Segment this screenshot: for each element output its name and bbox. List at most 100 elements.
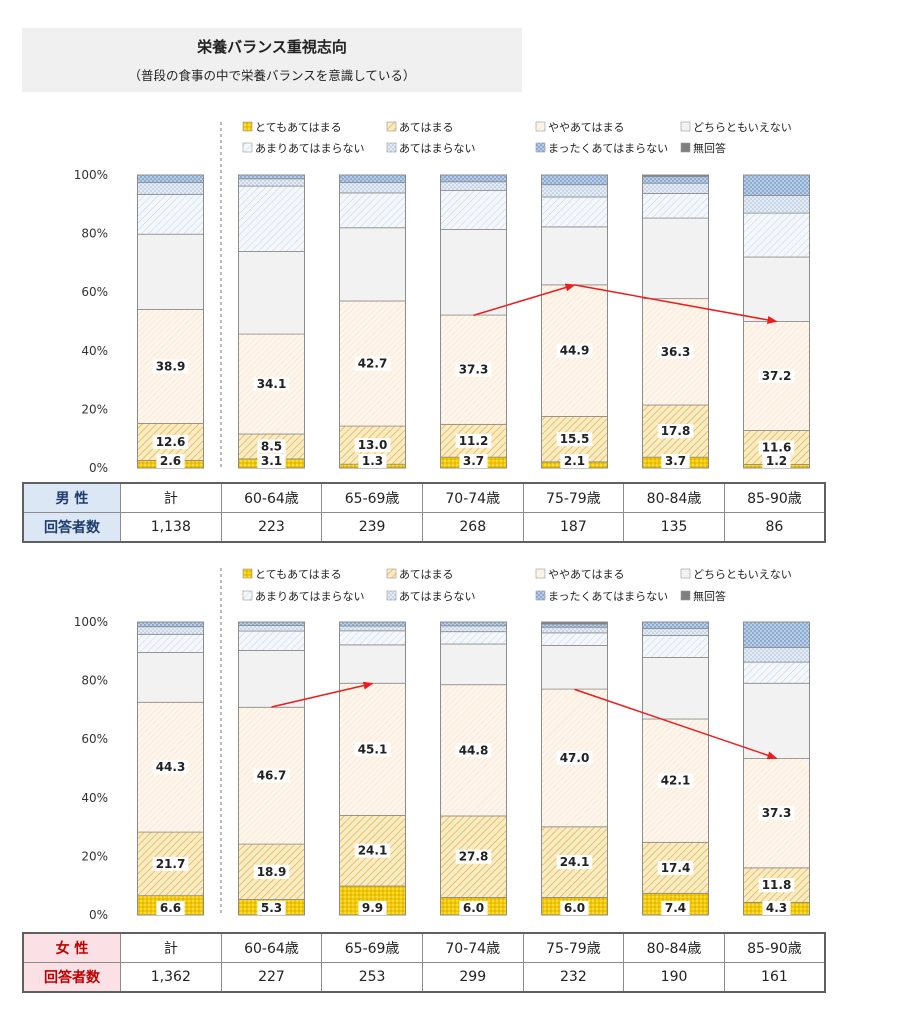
chart-subtitle: （普段の食事の中で栄養バランスを意識している）: [128, 68, 416, 83]
legend-label: ややあてはまる: [548, 568, 625, 581]
bar-segment: [743, 621, 810, 648]
bar-segment: [743, 174, 810, 196]
bar-segment: [339, 182, 406, 194]
data-label-bg: [358, 901, 387, 915]
respondent-count: 223: [220, 512, 323, 543]
data-label: 17.4: [661, 861, 691, 875]
data-label-bg: [455, 849, 492, 864]
data-label-bg: [354, 843, 391, 858]
bar-segment: [137, 182, 204, 195]
y-tick-label: 0%: [89, 908, 108, 922]
data-label: 12.6: [156, 435, 186, 449]
bar-segment: [642, 193, 709, 219]
bar-segment: [541, 184, 608, 198]
data-label: 6.6: [160, 901, 181, 915]
category-label: 65-69歳: [321, 482, 423, 513]
data-label: 24.1: [560, 855, 590, 869]
data-label: 6.0: [564, 901, 585, 915]
legend-label: 無回答: [693, 589, 726, 603]
data-label: 34.1: [257, 377, 287, 391]
category-label: 85-90歳: [723, 932, 826, 963]
y-tick-label: 100%: [74, 615, 108, 629]
bar-segment: [339, 625, 406, 632]
data-label: 44.9: [560, 344, 590, 358]
legend-swatch: [535, 121, 546, 132]
men-category-table: 男 性 計 60-64歳 65-69歳 70-74歳 75-79歳 80-84歳…: [22, 482, 826, 543]
bar-segment: [743, 682, 810, 759]
data-label-bg: [152, 856, 189, 871]
category-label: 80-84歳: [623, 482, 725, 513]
respondent-count: 268: [421, 512, 524, 543]
legend-label: あてはまらない: [399, 142, 476, 155]
legend-swatch: [386, 590, 397, 601]
bar-segment: [440, 181, 507, 191]
bar-segment: [137, 621, 204, 628]
data-label: 27.8: [459, 850, 489, 864]
bar-segment: [642, 657, 709, 720]
data-label: 2.6: [160, 454, 181, 468]
respondent-count: 135: [623, 512, 725, 543]
y-tick-label: 0%: [89, 461, 108, 475]
legend-swatch: [680, 590, 691, 601]
bar-segment: [238, 630, 305, 651]
bar-segment: [541, 626, 608, 634]
data-label-bg: [455, 362, 492, 377]
data-label-bg: [758, 440, 795, 455]
data-label-bg: [257, 454, 286, 468]
data-label: 38.9: [156, 359, 186, 373]
bar-segment: [743, 647, 810, 663]
bar-segment: [743, 212, 810, 258]
bar-segment: [137, 233, 204, 310]
bar-segment: [440, 643, 507, 686]
data-label-bg: [762, 901, 791, 915]
data-label-bg: [758, 806, 795, 821]
data-label: 11.8: [762, 878, 792, 892]
data-label: 18.9: [257, 865, 287, 879]
women-category-row: 女 性 計 60-64歳 65-69歳 70-74歳 75-79歳 80-84歳…: [22, 932, 826, 963]
women-category-table: 女 性 計 60-64歳 65-69歳 70-74歳 75-79歳 80-84歳…: [22, 932, 826, 993]
data-label-bg: [455, 433, 492, 448]
legend-swatch: [386, 142, 397, 153]
respondent-count: 299: [421, 962, 524, 993]
data-label-bg: [354, 438, 391, 453]
data-label-bg: [455, 743, 492, 758]
bar-segment: [339, 621, 406, 627]
data-label: 37.2: [762, 369, 792, 383]
bar-segment: [642, 182, 709, 194]
bar-segment: [541, 196, 608, 228]
y-tick-label: 40%: [81, 344, 108, 358]
bar-segment: [440, 229, 507, 316]
data-label-bg: [556, 855, 593, 870]
data-label-bg: [657, 424, 694, 439]
data-label: 24.1: [358, 844, 388, 858]
bar-segment: [440, 625, 507, 633]
data-label: 21.7: [156, 857, 186, 871]
legend-swatch: [535, 568, 546, 579]
bar-segment: [137, 633, 204, 653]
data-label-bg: [257, 901, 286, 915]
data-label: 1.2: [766, 454, 787, 468]
data-label: 3.7: [463, 454, 484, 468]
legend-swatch: [680, 568, 691, 579]
category-label: 85-90歳: [723, 482, 826, 513]
legend-label: ややあてはまる: [548, 121, 625, 134]
data-label: 42.1: [661, 774, 691, 788]
bar-segment: [137, 652, 204, 703]
data-label: 47.0: [560, 751, 590, 765]
data-label: 7.4: [665, 901, 686, 915]
data-label: 3.7: [665, 454, 686, 468]
bar-segment: [440, 190, 507, 230]
bar-segment: [339, 644, 406, 684]
data-label: 45.1: [358, 742, 388, 756]
category-label: 70-74歳: [421, 932, 524, 963]
y-tick-label: 60%: [81, 732, 108, 746]
y-tick-label: 20%: [81, 849, 108, 863]
legend-label: あまりあてはまらない: [255, 590, 365, 603]
data-label: 6.0: [463, 901, 484, 915]
data-label: 46.7: [257, 769, 287, 783]
data-label-bg: [762, 454, 791, 468]
respondent-count: 190: [623, 962, 725, 993]
category-label: 70-74歳: [421, 482, 524, 513]
category-label: 75-79歳: [522, 932, 625, 963]
data-label-bg: [758, 368, 795, 383]
